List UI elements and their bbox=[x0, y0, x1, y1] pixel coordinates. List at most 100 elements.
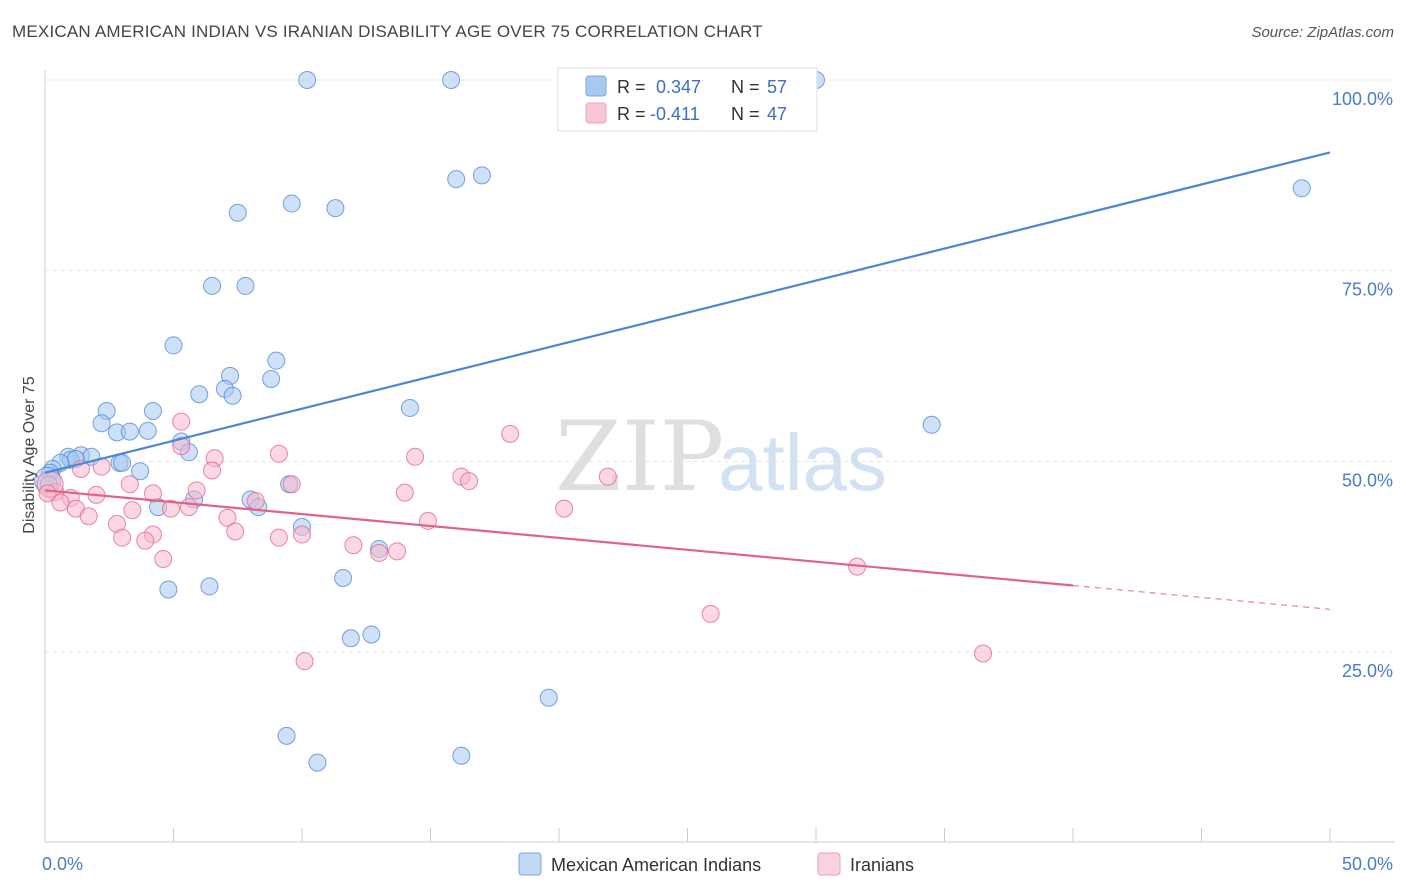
trend-line-1 bbox=[44, 489, 1074, 587]
point-iranians-28 bbox=[218, 508, 237, 527]
point-iranians-46 bbox=[38, 484, 57, 503]
point-mexican-american-indians-12 bbox=[164, 336, 183, 355]
point-iranians-6 bbox=[203, 461, 222, 480]
source-label: Source: ZipAtlas.com bbox=[1251, 24, 1394, 41]
point-mexican-american-indians-11 bbox=[236, 276, 255, 295]
legend-n-label-1: N = bbox=[731, 77, 760, 97]
point-mexican-american-indians-9 bbox=[228, 203, 247, 222]
y-tick-label-0: 25.0% bbox=[1342, 661, 1393, 681]
point-iranians-18 bbox=[395, 483, 414, 502]
trend-lines bbox=[44, 151, 1331, 610]
y-tick-label-1: 50.0% bbox=[1342, 470, 1393, 490]
point-iranians-17 bbox=[187, 481, 206, 500]
watermark-atlas: atlas bbox=[718, 418, 887, 507]
point-mexican-american-indians-8 bbox=[326, 199, 345, 218]
point-mexican-american-indians-51 bbox=[159, 580, 178, 599]
point-iranians-43 bbox=[974, 644, 993, 663]
legend-bottom-swatch-pink bbox=[817, 852, 841, 876]
legend-r-value-1: 0.347 bbox=[656, 77, 701, 97]
point-mexican-american-indians-56 bbox=[308, 753, 327, 772]
point-iranians-4 bbox=[406, 447, 425, 466]
point-iranians-37 bbox=[344, 536, 363, 555]
point-mexican-american-indians-22 bbox=[922, 415, 941, 434]
point-iranians-34 bbox=[269, 528, 288, 547]
point-mexican-american-indians-6 bbox=[1292, 179, 1311, 198]
legend-swatch-blue bbox=[585, 75, 607, 97]
axes bbox=[44, 70, 1395, 843]
point-mexican-american-indians-57 bbox=[452, 746, 471, 765]
watermark: ZIP atlas bbox=[555, 401, 887, 513]
point-iranians-1 bbox=[501, 424, 520, 443]
y-axis-label: Disability Age Over 75 bbox=[21, 376, 38, 534]
point-mexican-american-indians-25 bbox=[120, 422, 139, 441]
point-iranians-35 bbox=[113, 528, 132, 547]
point-mexican-american-indians-7 bbox=[282, 194, 301, 213]
point-mexican-american-indians-5 bbox=[472, 166, 491, 185]
point-mexican-american-indians-21 bbox=[400, 398, 419, 417]
point-mexican-american-indians-10 bbox=[203, 276, 222, 295]
point-mexican-american-indians-39 bbox=[131, 462, 150, 481]
point-iranians-21 bbox=[246, 491, 265, 510]
watermark-zip: ZIP bbox=[555, 401, 724, 513]
point-iranians-38 bbox=[370, 543, 389, 562]
point-iranians-23 bbox=[161, 499, 180, 518]
point-iranians-40 bbox=[154, 549, 173, 568]
point-mexican-american-indians-1 bbox=[442, 71, 461, 89]
point-iranians-31 bbox=[226, 522, 245, 541]
point-mexican-american-indians-50 bbox=[200, 577, 219, 596]
legend-r-value-2: -0.411 bbox=[650, 104, 700, 124]
point-iranians-3 bbox=[269, 444, 288, 463]
point-iranians-16 bbox=[143, 484, 162, 503]
point-mexican-american-indians-15 bbox=[262, 369, 281, 388]
trend-line-0 bbox=[44, 151, 1331, 474]
point-mexican-american-indians-20 bbox=[143, 401, 162, 420]
chart-title: MEXICAN AMERICAN INDIAN VS IRANIAN DISAB… bbox=[12, 22, 763, 41]
point-mexican-american-indians-13 bbox=[267, 351, 286, 370]
legend-n-label-2: N = bbox=[731, 104, 760, 124]
x-tick-label-1: 50.0% bbox=[1342, 854, 1393, 874]
point-iranians-0 bbox=[172, 412, 191, 431]
point-mexican-american-indians-49 bbox=[334, 569, 353, 588]
point-iranians-36 bbox=[136, 531, 155, 550]
legend-bottom-swatch-blue bbox=[518, 852, 542, 876]
point-iranians-11 bbox=[460, 472, 479, 491]
point-iranians-26 bbox=[555, 499, 574, 518]
point-iranians-2 bbox=[172, 437, 191, 456]
point-mexican-american-indians-26 bbox=[138, 421, 157, 440]
point-iranians-39 bbox=[388, 542, 407, 561]
point-mexican-american-indians-4 bbox=[447, 170, 466, 189]
point-iranians-10 bbox=[598, 467, 617, 486]
point-iranians-12 bbox=[282, 475, 301, 494]
legend-bottom: Mexican American Indians Iranians bbox=[518, 852, 914, 876]
series-iranians bbox=[36, 412, 993, 671]
y-tick-label-3: 100.0% bbox=[1332, 89, 1393, 109]
point-iranians-22 bbox=[179, 498, 198, 517]
legend-top: R = 0.347 N = 57 R = -0.411 N = 47 bbox=[557, 67, 818, 132]
point-mexican-american-indians-53 bbox=[362, 625, 381, 644]
point-iranians-44 bbox=[295, 652, 314, 671]
grid-lines bbox=[45, 79, 1395, 653]
point-mexican-american-indians-0 bbox=[298, 71, 317, 89]
point-iranians-27 bbox=[79, 507, 98, 526]
point-mexican-american-indians-36 bbox=[113, 453, 132, 472]
legend-bottom-label-pink: Iranians bbox=[850, 855, 914, 875]
point-mexican-american-indians-55 bbox=[277, 726, 296, 745]
point-mexican-american-indians-17 bbox=[190, 385, 209, 404]
point-mexican-american-indians-23 bbox=[92, 414, 111, 433]
legend-r-label-1: R = bbox=[617, 77, 646, 97]
y-tick-label-2: 75.0% bbox=[1342, 280, 1393, 300]
legend-r-label-2: R = bbox=[617, 104, 646, 124]
legend-bottom-label-blue: Mexican American Indians bbox=[551, 855, 761, 875]
tick-labels: 25.0% 50.0% 75.0% 100.0% 0.0% 50.0% bbox=[42, 89, 1393, 874]
point-iranians-20 bbox=[51, 493, 70, 512]
point-mexican-american-indians-54 bbox=[539, 688, 558, 707]
point-iranians-32 bbox=[293, 525, 311, 544]
x-tick-label-0: 0.0% bbox=[42, 854, 83, 874]
point-mexican-american-indians-52 bbox=[341, 629, 360, 648]
point-mexican-american-indians-18 bbox=[223, 386, 242, 405]
trend-line-dashed-1 bbox=[1072, 584, 1331, 610]
legend-n-value-1: 57 bbox=[767, 77, 787, 97]
legend-swatch-pink bbox=[585, 102, 607, 124]
point-iranians-13 bbox=[120, 475, 139, 494]
